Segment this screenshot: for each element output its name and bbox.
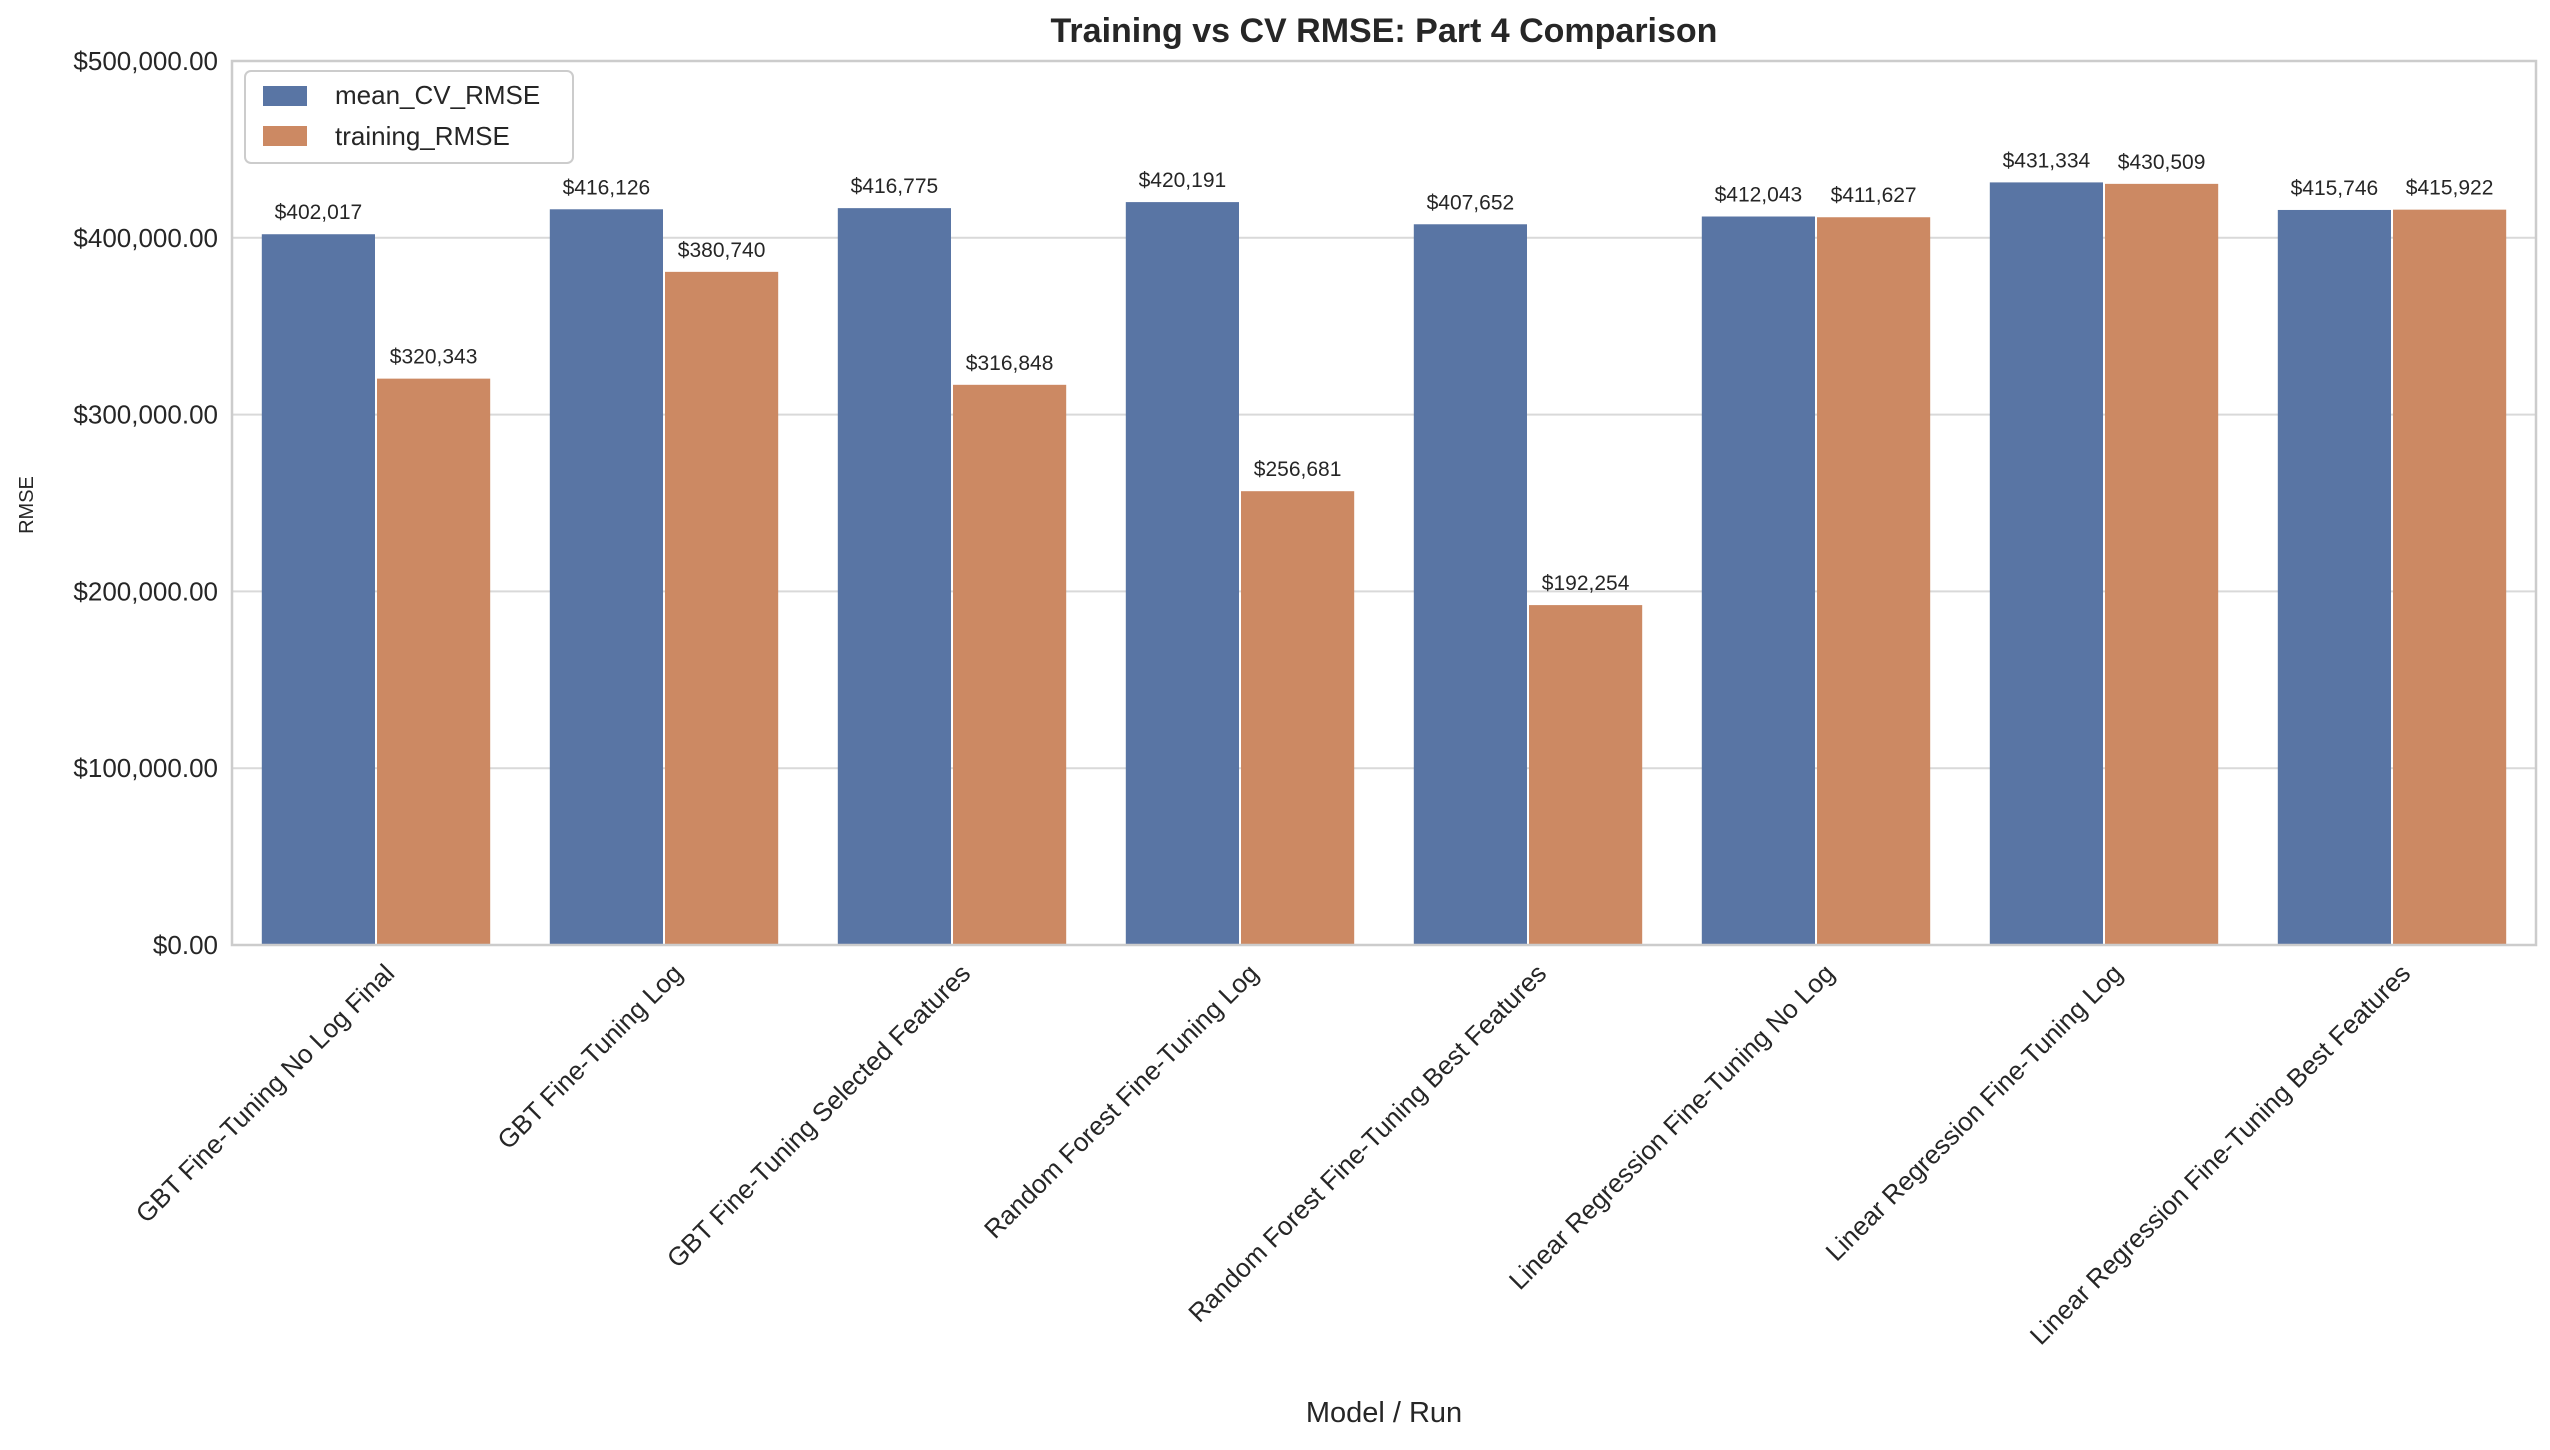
- x-tick-label: GBT Fine-Tuning No Log Final: [130, 958, 401, 1229]
- x-axis-label: Model / Run: [1306, 1397, 1462, 1429]
- data-labels: $402,017 $320,343 $416,126 $380,740 $416,775…: [275, 149, 2494, 595]
- legend-label-training: training_RMSE: [335, 121, 510, 151]
- y-tick-label: $100,000.00: [73, 753, 218, 783]
- legend: mean_CV_RMSE training_RMSE: [244, 70, 574, 164]
- data-label: $192,254: [1542, 572, 1630, 595]
- data-label: $415,922: [2406, 177, 2494, 200]
- x-tick-label: Linear Regression Fine-Tuning No Log: [1503, 958, 1840, 1295]
- legend-swatch-training: [263, 126, 307, 146]
- bar-training-rmse: [953, 384, 1067, 945]
- x-tick-labels: GBT Fine-Tuning No Log Final GBT Fine-Tun…: [130, 958, 2417, 1350]
- chart-title: Training vs CV RMSE: Part 4 Comparison: [1051, 12, 1718, 50]
- bars-layer: [261, 182, 2507, 946]
- data-label: $402,017: [275, 201, 363, 224]
- data-label: $256,681: [1254, 458, 1342, 481]
- bar-training-rmse: [2393, 209, 2507, 945]
- legend-swatch-mean-cv: [263, 86, 307, 106]
- x-tick-label: GBT Fine-Tuning Selected Features: [661, 958, 977, 1274]
- y-tick-label: $0.00: [153, 930, 218, 960]
- y-tick-label: $300,000.00: [73, 400, 218, 430]
- data-label: $416,126: [563, 176, 651, 199]
- bar-mean-cv-rmse: [1413, 224, 1527, 946]
- y-tick-label: $400,000.00: [73, 223, 218, 253]
- bar-training-rmse: [377, 378, 491, 946]
- data-label: $415,746: [2291, 177, 2379, 200]
- bar-mean-cv-rmse: [261, 234, 375, 945]
- bar-mean-cv-rmse: [837, 208, 951, 946]
- data-label: $430,509: [2118, 151, 2206, 174]
- bar-mean-cv-rmse: [2277, 209, 2391, 946]
- data-label: $407,652: [1427, 191, 1515, 214]
- y-tick-label: $500,000.00: [73, 46, 218, 76]
- bar-mean-cv-rmse: [1125, 202, 1239, 946]
- y-tick-label: $200,000.00: [73, 576, 218, 606]
- bar-mean-cv-rmse: [549, 209, 663, 945]
- x-tick-label: Linear Regression Fine-Tuning Log: [1820, 958, 2129, 1267]
- bar-training-rmse: [1241, 491, 1355, 945]
- data-label: $431,334: [2003, 149, 2091, 172]
- data-label: $320,343: [390, 346, 478, 369]
- bar-training-rmse: [2105, 183, 2219, 945]
- data-label: $411,627: [1831, 184, 1917, 207]
- x-tick-label: GBT Fine-Tuning Log: [491, 958, 688, 1155]
- bar-mean-cv-rmse: [1701, 216, 1815, 945]
- data-label: $416,775: [851, 175, 939, 198]
- x-tick-label: Random Forest Fine-Tuning Log: [978, 958, 1264, 1244]
- data-label: $316,848: [966, 352, 1054, 375]
- y-axis-label: RMSE: [16, 476, 38, 534]
- bar-mean-cv-rmse: [1989, 182, 2103, 945]
- legend-label-mean-cv: mean_CV_RMSE: [335, 80, 540, 110]
- data-label: $380,740: [678, 239, 766, 262]
- y-tick-labels: $0.00 $100,000.00 $200,000.00 $300,000.00 $4…: [73, 46, 218, 960]
- bar-training-rmse: [665, 271, 779, 945]
- bar-training-rmse: [1817, 217, 1931, 945]
- plot-frame: [230, 59, 2538, 947]
- bar-training-rmse: [1529, 605, 1643, 945]
- data-label: $420,191: [1139, 169, 1227, 192]
- data-label: $412,043: [1715, 184, 1803, 207]
- x-tick-label: Random Forest Fine-Tuning Best Features: [1182, 958, 1552, 1328]
- legend-box: [244, 70, 574, 164]
